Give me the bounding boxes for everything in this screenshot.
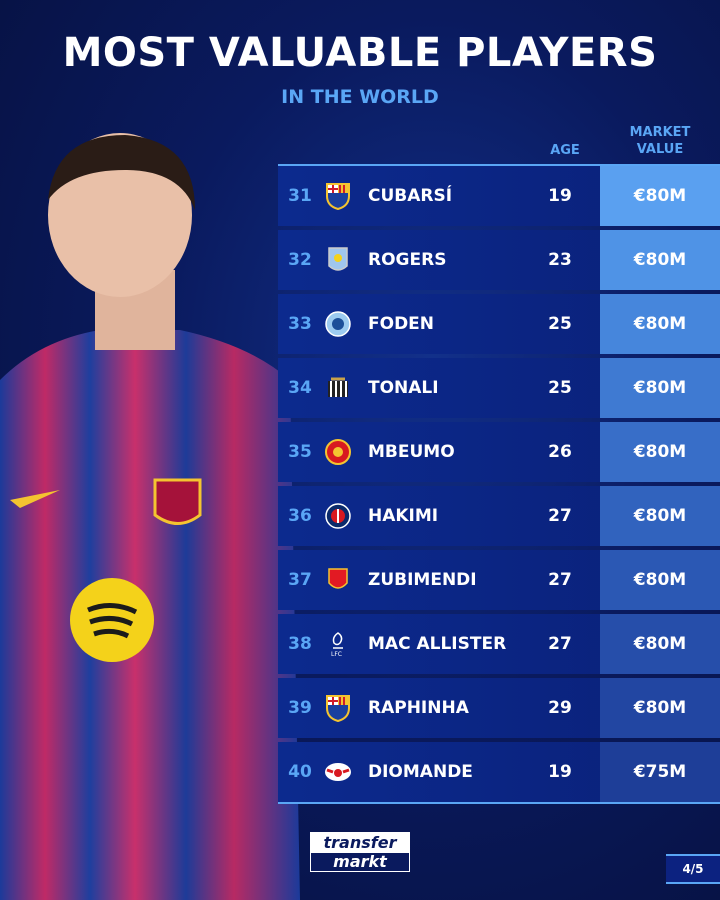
- paris-saint-germain-crest-icon: [324, 502, 352, 530]
- table-row: 36 HAKIMI 27 €80M: [278, 486, 720, 546]
- table-row: 39 RAPHINHA 29 €80M: [278, 678, 720, 738]
- table-row: 37 ZUBIMENDI 27 €80M: [278, 550, 720, 610]
- newcastle-united-crest-icon: [324, 374, 352, 402]
- market-value: €80M: [600, 678, 720, 738]
- transfermarkt-logo: transfer markt: [310, 832, 410, 872]
- player-age: 27: [548, 634, 572, 654]
- rank: 31: [288, 186, 312, 206]
- player-name: HAKIMI: [368, 506, 439, 526]
- market-value-label-1: MARKET: [629, 125, 691, 140]
- player-age: 25: [548, 314, 572, 334]
- ranking-table: 31 CUBARSÍ 19 €80M 32 ROGERS 23 €80M 33 FO…: [278, 164, 720, 804]
- fc-barcelona-crest-icon: [324, 182, 352, 210]
- player-age: 27: [548, 506, 572, 526]
- rank: 39: [288, 698, 312, 718]
- column-header-market-value: MARKET VALUE: [610, 124, 710, 158]
- table-row: 31 CUBARSÍ 19 €80M: [278, 166, 720, 226]
- player-photo: [0, 133, 300, 900]
- manchester-united-crest-icon: [324, 438, 352, 466]
- table-row: 32 ROGERS 23 €80M: [278, 230, 720, 290]
- column-header-age: AGE: [550, 143, 580, 158]
- rank: 32: [288, 250, 312, 270]
- fc-barcelona-crest-icon: [324, 694, 352, 722]
- player-name: ZUBIMENDI: [368, 570, 477, 590]
- page-title: MOST VALUABLE PLAYERS: [62, 30, 658, 76]
- arsenal-crest-icon: [324, 566, 352, 594]
- table-row: 33 FODEN 25 €80M: [278, 294, 720, 354]
- player-age: 23: [548, 250, 572, 270]
- player-age: 27: [548, 570, 572, 590]
- player-age: 26: [548, 442, 572, 462]
- aston-villa-crest-icon: [324, 246, 352, 274]
- player-name: TONALI: [368, 378, 439, 398]
- rank: 33: [288, 314, 312, 334]
- rank: 36: [288, 506, 312, 526]
- market-value: €75M: [600, 742, 720, 802]
- table-row: 34 TONALI 25 €80M: [278, 358, 720, 418]
- rank: 37: [288, 570, 312, 590]
- market-value: €80M: [600, 166, 720, 226]
- player-age: 19: [548, 762, 572, 782]
- player-name: MAC ALLISTER: [368, 634, 507, 654]
- table-row: 38 LFC MAC ALLISTER 27 €80M: [278, 614, 720, 674]
- market-value: €80M: [600, 358, 720, 418]
- market-value: €80M: [600, 422, 720, 482]
- player-name: CUBARSÍ: [368, 186, 453, 206]
- player-name: ROGERS: [368, 250, 447, 270]
- table-row: 40 DIOMANDE 19 €75M: [278, 742, 720, 802]
- rank: 40: [288, 762, 312, 782]
- table-row: 35 MBEUMO 26 €80M: [278, 422, 720, 482]
- rank: 34: [288, 378, 312, 398]
- page-indicator: 4/5: [666, 854, 720, 884]
- market-value: €80M: [600, 550, 720, 610]
- page-subtitle: IN THE WORLD: [281, 86, 439, 108]
- player-name: DIOMANDE: [368, 762, 473, 782]
- player-age: 19: [548, 186, 572, 206]
- logo-text-1: transfer: [323, 833, 397, 852]
- player-name: RAPHINHA: [368, 698, 469, 718]
- rank: 35: [288, 442, 312, 462]
- market-value: €80M: [600, 614, 720, 674]
- manchester-city-crest-icon: [324, 310, 352, 338]
- rb-leipzig-crest-icon: [324, 758, 352, 786]
- logo-text-2: markt: [311, 853, 409, 871]
- liverpool-crest-icon: LFC: [324, 630, 352, 658]
- market-value: €80M: [600, 294, 720, 354]
- market-value: €80M: [600, 230, 720, 290]
- player-age: 25: [548, 378, 572, 398]
- player-name: FODEN: [368, 314, 435, 334]
- market-value: €80M: [600, 486, 720, 546]
- rank: 38: [288, 634, 312, 654]
- player-name: MBEUMO: [368, 442, 455, 462]
- player-age: 29: [548, 698, 572, 718]
- svg-text:LFC: LFC: [331, 651, 342, 658]
- market-value-label-2: VALUE: [636, 142, 684, 157]
